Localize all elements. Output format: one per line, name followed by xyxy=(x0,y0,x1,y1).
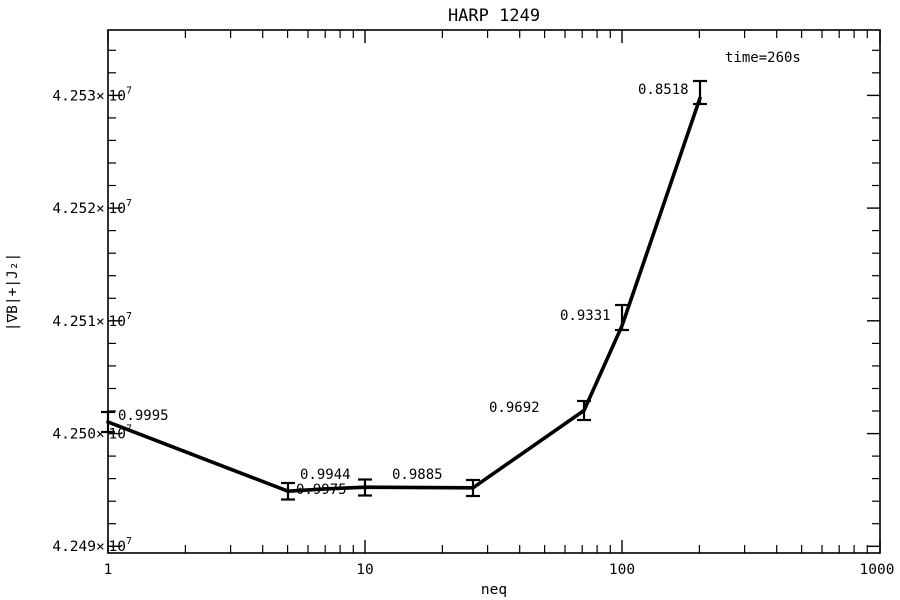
xtick-label-10: 10 xyxy=(356,562,373,578)
ytick-4251-exponent: 7 xyxy=(126,311,132,322)
error-bar-neq-10 xyxy=(358,478,372,497)
point-label-neq-100: 0.9331 xyxy=(560,308,611,324)
x-axis-minor-ticks xyxy=(184,30,868,553)
ytick-label-4249: 4.249 × 10 7 xyxy=(52,536,132,555)
point-label-neq-200: 0.8518 xyxy=(638,82,689,98)
ytick-4253-times: × xyxy=(96,88,105,104)
ytick-4252-times: × xyxy=(96,201,105,217)
ytick-4252-base: 10 xyxy=(109,201,126,217)
xtick-label-1000: 1000 xyxy=(860,562,895,578)
xtick-label-1: 1 xyxy=(104,562,113,578)
ytick-4251-base: 10 xyxy=(109,314,126,330)
error-bar-neq-100 xyxy=(615,303,629,332)
x-axis-major-ticks xyxy=(107,30,881,553)
ytick-4249-times: × xyxy=(96,539,105,555)
ytick-label-4252: 4.252 × 10 7 xyxy=(52,198,132,217)
ytick-label-4251: 4.251 × 10 7 xyxy=(52,311,132,330)
point-label-neq-1: 0.9995 xyxy=(118,408,169,424)
y-axis-title-jz: |J₂| xyxy=(5,253,21,288)
svg-text:|∇B|+|J₂|: |∇B|+|J₂| xyxy=(5,253,21,332)
y-axis-minor-ticks xyxy=(108,49,880,525)
ytick-4249-mantissa: 4.249 xyxy=(52,539,96,555)
ytick-label-4250: 4.250 × 10 7 xyxy=(52,424,132,443)
ytick-4249-exponent: 7 xyxy=(126,536,132,547)
ytick-4249-base: 10 xyxy=(109,539,126,555)
time-annotation: time=260s xyxy=(725,50,801,66)
ytick-4253-mantissa: 4.253 xyxy=(52,88,96,104)
error-bar-neq-20 xyxy=(466,478,480,498)
point-label-neq-7: 0.9944 xyxy=(300,467,351,483)
y-axis-title: |∇B|+|J₂| xyxy=(5,253,21,332)
ytick-4252-exponent: 7 xyxy=(126,198,132,209)
ytick-4251-mantissa: 4.251 xyxy=(52,314,96,330)
point-label-neq-5: 0.9975 xyxy=(296,482,347,498)
error-bar-neq-200 xyxy=(693,79,707,106)
y-axis-major-ticks xyxy=(108,94,880,547)
x-axis-title: neq xyxy=(481,582,507,598)
ytick-4250-base: 10 xyxy=(109,427,126,443)
ytick-4250-mantissa: 4.250 xyxy=(52,427,96,443)
point-label-neq-50: 0.9692 xyxy=(489,400,540,416)
chart-title: HARP 1249 xyxy=(448,6,540,26)
ytick-label-4253: 4.253 × 10 7 xyxy=(52,85,132,104)
ytick-4252-mantissa: 4.252 xyxy=(52,201,96,217)
y-axis-title-plus: + xyxy=(5,287,21,296)
error-bar-neq-5 xyxy=(281,481,295,501)
point-label-neq-20: 0.9885 xyxy=(392,467,443,483)
error-bar-neq-50 xyxy=(577,399,591,422)
plot-frame xyxy=(107,29,881,554)
error-bar-neq-1 xyxy=(101,410,115,434)
ytick-4250-times: × xyxy=(96,427,105,443)
data-series-line xyxy=(106,96,702,494)
y-axis-title-gradb: |∇B| xyxy=(5,296,21,331)
ytick-4253-exponent: 7 xyxy=(126,85,132,96)
ytick-4251-times: × xyxy=(96,314,105,330)
ytick-4253-base: 10 xyxy=(109,88,126,104)
xtick-label-100: 100 xyxy=(609,562,635,578)
